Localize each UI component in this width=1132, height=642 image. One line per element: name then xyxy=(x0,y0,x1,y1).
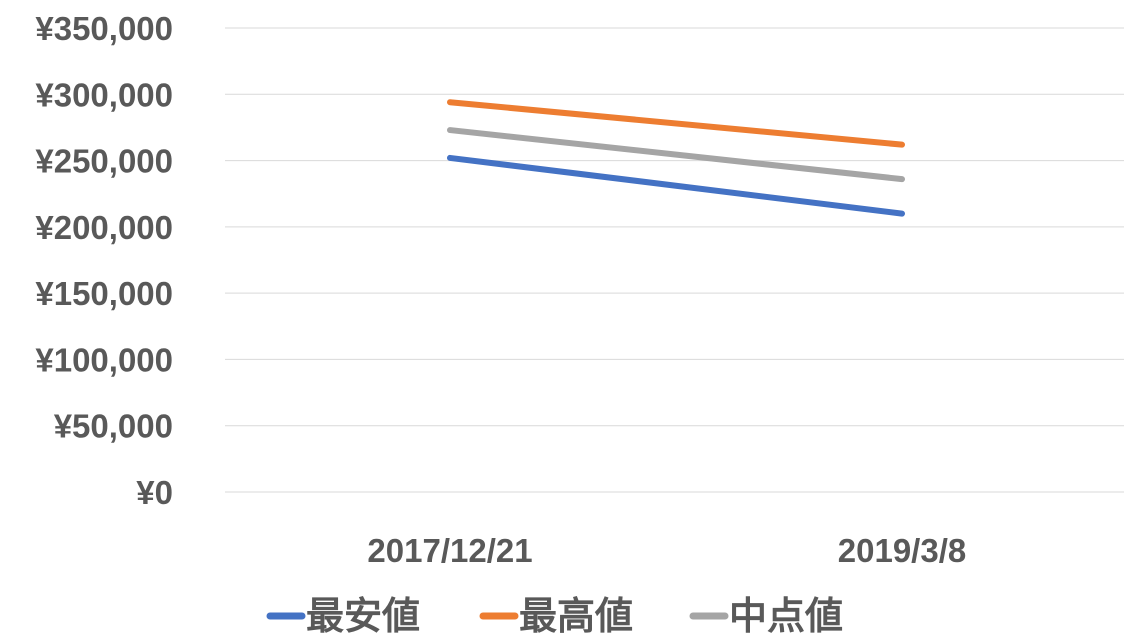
y-tick-label: ¥350,000 xyxy=(35,10,173,47)
y-tick-label: ¥0 xyxy=(136,474,173,511)
y-tick-label: ¥150,000 xyxy=(35,275,173,312)
x-tick-label: 2017/12/21 xyxy=(367,532,532,569)
legend-item-0: 最安値 xyxy=(266,594,420,638)
y-tick-label: ¥250,000 xyxy=(35,143,173,180)
legend-item-2: 中点値 xyxy=(689,594,843,638)
legend-label: 最安値 xyxy=(306,594,420,638)
series-lines xyxy=(447,99,905,217)
y-tick-label: ¥300,000 xyxy=(35,76,173,113)
x-tick-label: 2019/3/8 xyxy=(838,532,966,569)
series-line-2 xyxy=(447,127,905,183)
series-line-1 xyxy=(447,99,905,148)
legend: 最安値 最高値 中点値 xyxy=(266,594,843,638)
x-axis-tick-labels: 2017/12/21 2019/3/8 xyxy=(367,532,966,569)
legend-label: 最高値 xyxy=(519,594,633,638)
gridlines xyxy=(225,27,1124,493)
series-line-0 xyxy=(447,154,905,217)
y-tick-label: ¥100,000 xyxy=(35,341,173,378)
y-tick-label: ¥50,000 xyxy=(54,408,173,445)
legend-label: 中点値 xyxy=(729,594,843,638)
y-tick-label: ¥200,000 xyxy=(35,209,173,246)
legend-item-1: 最高値 xyxy=(479,594,633,638)
y-axis-tick-labels: ¥0 ¥50,000 ¥100,000 ¥150,000 ¥200,000 ¥250,00… xyxy=(35,10,173,511)
